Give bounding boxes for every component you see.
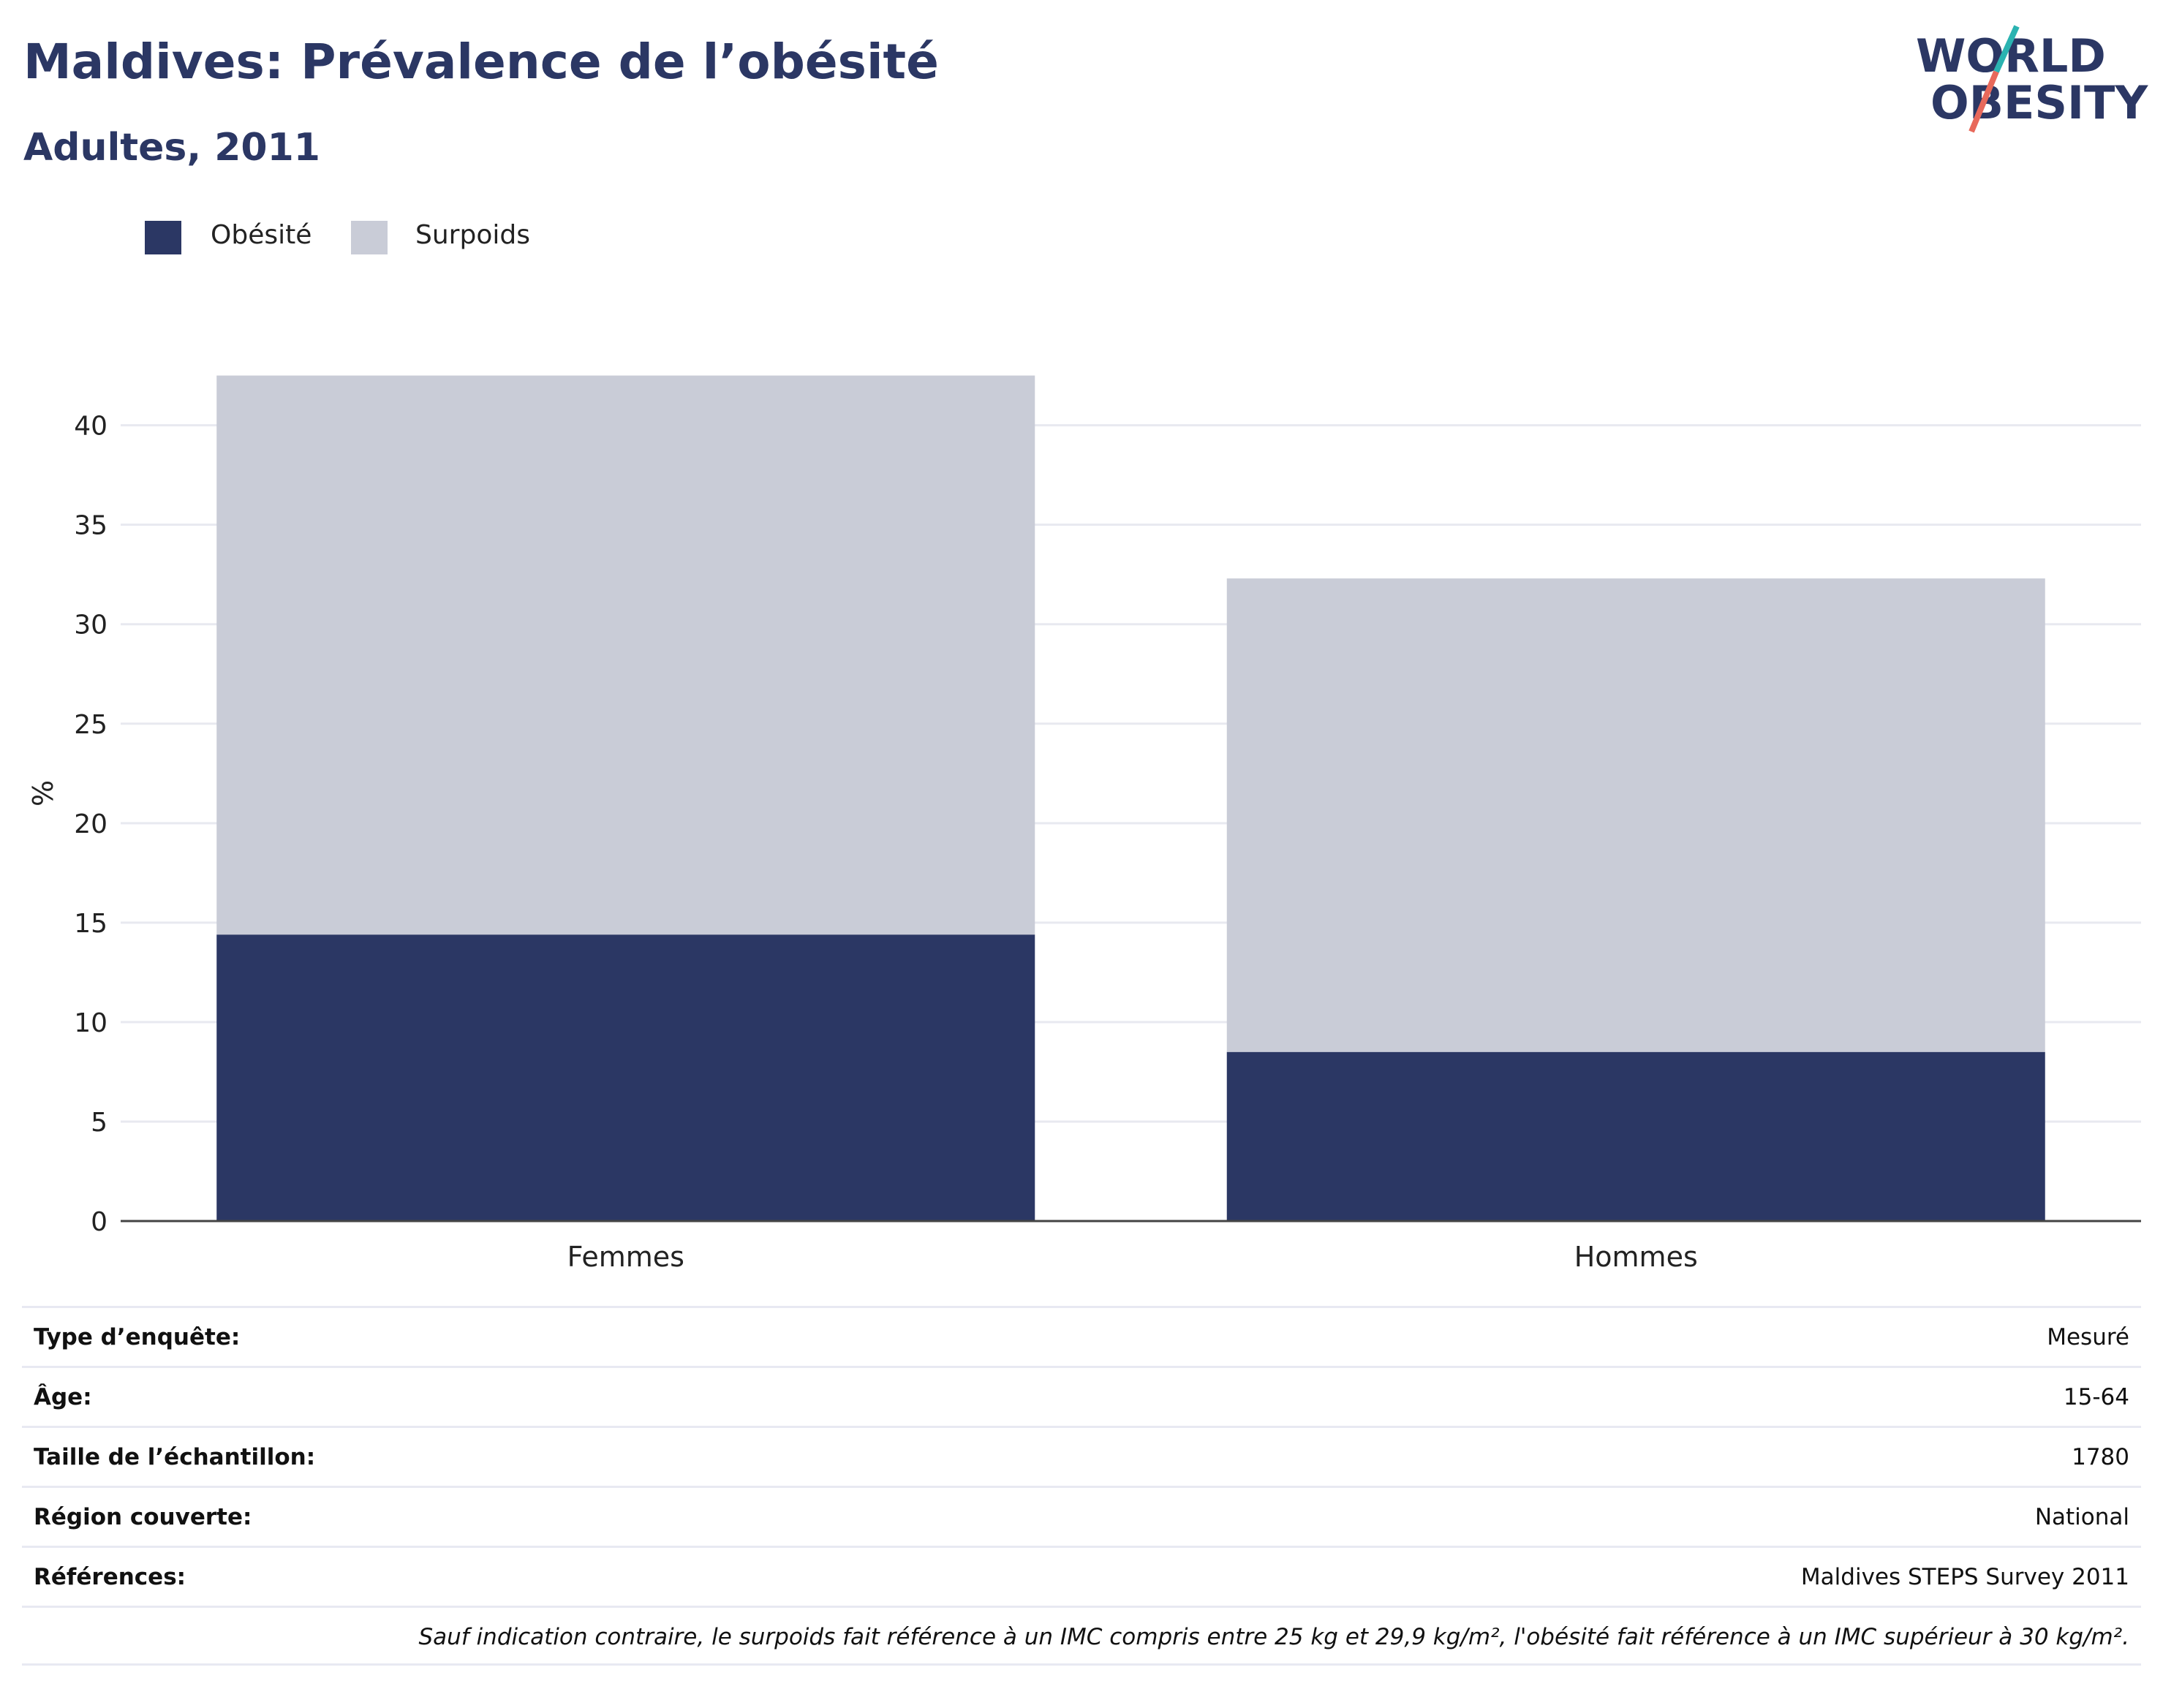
row-value: 1780 — [2072, 1444, 2129, 1470]
row-key: Taille de l’échantillon: — [34, 1444, 316, 1470]
x-tick-label: Hommes — [1574, 1241, 1698, 1272]
table-row: Références: Maldives STEPS Survey 2011 — [22, 1546, 2141, 1606]
logo-line-2: OBESITY — [1930, 76, 2148, 129]
y-tick-label: 30 — [74, 611, 107, 640]
y-tick-label: 15 — [74, 909, 107, 939]
row-value: Mesuré — [2047, 1324, 2129, 1350]
row-key: Région couverte: — [34, 1504, 252, 1530]
survey-info-table: Type d’enquête: Mesuré Âge: 15-64 Taille… — [22, 1306, 2141, 1666]
legend-label-surpoids: Surpoids — [415, 220, 530, 250]
x-tick-label: Femmes — [567, 1241, 684, 1272]
table-row: Type d’enquête: Mesuré — [22, 1306, 2141, 1366]
bar-surpoids — [1226, 578, 2045, 1052]
note-text: Sauf indication contraire, le surpoids f… — [418, 1624, 2129, 1650]
chart-title: Maldives: Prévalence de l’obésité — [23, 34, 939, 90]
row-key: Références: — [34, 1564, 186, 1590]
y-tick-label: 35 — [74, 511, 107, 541]
y-tick-label: 20 — [74, 809, 107, 839]
row-value: National — [2034, 1504, 2129, 1530]
logo-slash-top — [1993, 25, 2020, 73]
legend-label-obesite: Obésité — [211, 220, 312, 250]
legend-swatch-obesite — [145, 221, 181, 254]
stacked-bar-chart: 0 5 10 15 20 25 30 35 40 Femmes Hommes% — [27, 375, 2141, 1272]
y-tick-label: 40 — [74, 412, 107, 442]
y-axis-label: % — [27, 780, 59, 806]
y-tick-label: 0 — [91, 1207, 107, 1237]
y-tick-label: 5 — [91, 1108, 107, 1138]
world-obesity-logo: WORLD OBESITY — [1916, 25, 2148, 133]
row-key: Type d’enquête: — [34, 1324, 241, 1350]
y-tick-label: 25 — [74, 710, 107, 740]
row-value: Maldives STEPS Survey 2011 — [1800, 1564, 2129, 1590]
table-row: Région couverte: National — [22, 1486, 2141, 1546]
chart-subtitle: Adultes, 2011 — [23, 126, 320, 170]
table-row: Âge: 15-64 — [22, 1366, 2141, 1426]
bmi-definition-note: Sauf indication contraire, le surpoids f… — [22, 1606, 2141, 1666]
table-row: Taille de l’échantillon: 1780 — [22, 1426, 2141, 1486]
bar-surpoids — [216, 375, 1035, 935]
row-key: Âge: — [34, 1384, 92, 1410]
logo-slash-bottom — [1968, 70, 1999, 133]
bar-obesite — [1226, 1051, 2045, 1221]
y-tick-label: 10 — [74, 1008, 107, 1038]
legend-swatch-surpoids — [351, 221, 388, 254]
bar-obesite — [216, 934, 1035, 1221]
row-value: 15-64 — [2063, 1384, 2129, 1410]
